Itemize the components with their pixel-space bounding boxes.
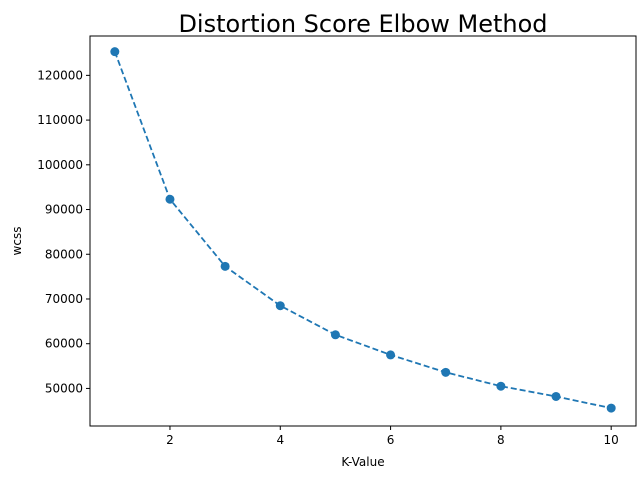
y-tick-label: 60000 bbox=[45, 337, 83, 351]
data-point bbox=[551, 391, 561, 401]
data-point bbox=[220, 261, 230, 271]
y-tick-label: 90000 bbox=[45, 203, 83, 217]
data-point bbox=[165, 194, 175, 204]
data-point bbox=[441, 367, 451, 377]
data-point bbox=[275, 301, 285, 311]
y-tick-label: 70000 bbox=[45, 292, 83, 306]
series-layer bbox=[110, 47, 616, 413]
data-point bbox=[496, 381, 506, 391]
y-tick-label: 110000 bbox=[37, 113, 83, 127]
x-tick-label: 4 bbox=[276, 433, 284, 447]
x-tick-label: 10 bbox=[604, 433, 619, 447]
x-tick-label: 2 bbox=[166, 433, 174, 447]
y-tick-label: 50000 bbox=[45, 381, 83, 395]
series-line bbox=[113, 51, 612, 409]
data-point bbox=[330, 330, 340, 340]
data-point bbox=[606, 403, 616, 413]
y-tick-label: 80000 bbox=[45, 247, 83, 261]
x-tick-label: 6 bbox=[387, 433, 395, 447]
x-axis-label: K-Value bbox=[341, 455, 384, 469]
y-tick-label: 100000 bbox=[37, 158, 83, 172]
ticks-layer: 2 4 6 8 10 50000 60000 70000 80000 90000 100000 110… bbox=[37, 68, 619, 447]
y-tick-label: 120000 bbox=[37, 68, 83, 82]
y-axis-label: wcss bbox=[10, 227, 24, 256]
x-tick-label: 8 bbox=[497, 433, 505, 447]
data-point bbox=[386, 350, 396, 360]
data-point bbox=[110, 47, 120, 57]
chart-title: Distortion Score Elbow Method bbox=[178, 10, 547, 38]
plot-area-frame bbox=[89, 35, 637, 427]
